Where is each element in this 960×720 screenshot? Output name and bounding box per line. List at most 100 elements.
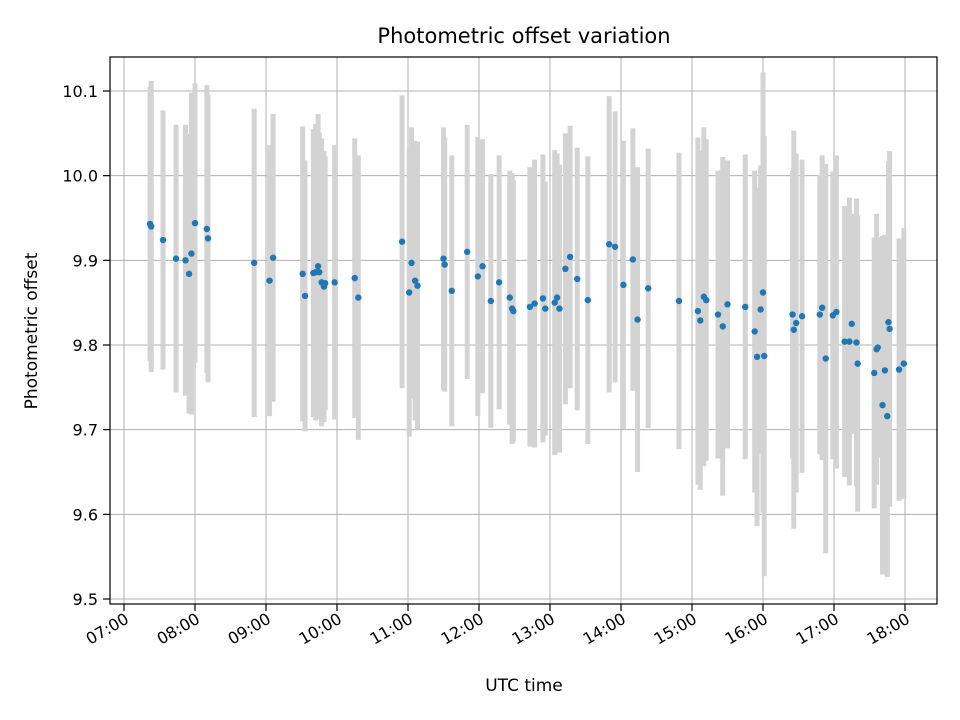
data-point	[886, 325, 893, 333]
data-point	[759, 289, 767, 296]
data-point	[816, 311, 823, 318]
data-point	[853, 339, 860, 346]
data-point	[487, 297, 495, 305]
data-point	[895, 366, 903, 373]
data-point	[885, 318, 892, 326]
y-tick-label: 10.0	[62, 167, 98, 186]
x-tick-label: 13:00	[509, 609, 558, 649]
data-point	[757, 306, 764, 313]
data-point	[441, 261, 448, 268]
y-tick-label: 9.7	[73, 421, 98, 440]
data-point	[314, 263, 322, 270]
x-tick-label: 11:00	[367, 609, 416, 649]
x-axis-label: UTC time	[485, 676, 563, 696]
data-point	[790, 326, 797, 333]
data-point	[398, 238, 406, 245]
x-tick-label: 08:00	[154, 609, 203, 649]
data-point	[321, 279, 329, 287]
y-tick-label: 9.9	[73, 251, 98, 270]
data-point	[411, 277, 419, 284]
data-point	[185, 270, 193, 278]
data-point	[355, 294, 362, 301]
data-point	[204, 235, 212, 242]
data-point	[531, 300, 538, 307]
data-point	[871, 369, 878, 377]
data-point	[605, 241, 613, 248]
data-point	[463, 248, 471, 256]
data-point	[506, 294, 513, 301]
data-point	[405, 289, 413, 296]
data-point	[719, 323, 726, 330]
data-point	[148, 223, 155, 230]
data-point	[408, 259, 415, 267]
data-point	[479, 263, 486, 270]
data-point	[495, 279, 503, 286]
data-point	[822, 355, 829, 362]
data-point	[159, 236, 167, 244]
data-points	[146, 219, 908, 420]
data-point	[841, 338, 848, 345]
plot-background	[110, 57, 937, 604]
x-tick-label: 16:00	[722, 609, 771, 649]
data-point	[172, 255, 180, 262]
data-point	[351, 274, 358, 282]
data-point	[874, 344, 881, 351]
data-point	[694, 307, 702, 315]
data-point	[526, 303, 534, 311]
data-point	[645, 285, 652, 292]
data-point	[542, 305, 549, 312]
plot-frame	[109, 56, 938, 605]
x-tick-label: 12:00	[438, 609, 487, 649]
data-point	[742, 303, 749, 311]
data-point	[798, 313, 806, 320]
data-point	[316, 268, 323, 276]
x-tick-label: 10:00	[296, 609, 345, 649]
data-point	[833, 308, 840, 316]
data-point	[792, 319, 800, 327]
x-axis-ticks: 07:00 08:00 09:00 10:00 11:00 12:00 13:00 14:00…	[83, 604, 913, 649]
data-point	[900, 360, 908, 367]
data-point	[611, 243, 619, 250]
data-point	[760, 352, 768, 360]
x-tick-label: 09:00	[225, 609, 274, 649]
data-point	[448, 287, 455, 295]
data-point	[634, 316, 641, 323]
x-tick-label: 18:00	[864, 609, 913, 649]
chart-title: Photometric offset variation	[377, 24, 670, 48]
data-point	[884, 412, 891, 420]
data-point	[474, 273, 482, 280]
data-point	[620, 281, 627, 289]
data-point	[753, 353, 761, 361]
data-point	[556, 305, 563, 312]
data-point	[331, 279, 338, 286]
data-point	[566, 253, 574, 261]
y-tick-label: 9.8	[73, 336, 98, 355]
y-tick-label: 9.6	[73, 505, 98, 524]
data-point	[553, 294, 561, 301]
data-point	[440, 255, 447, 262]
y-axis-ticks: 9.5 9.6 9.7 9.8 9.9 10.0 10.1	[62, 82, 110, 609]
data-point	[818, 304, 826, 311]
data-point	[751, 328, 758, 335]
data-point	[250, 259, 258, 267]
data-point	[848, 320, 855, 328]
data-point	[301, 292, 309, 300]
data-point	[675, 297, 683, 305]
data-point	[188, 250, 195, 257]
data-point	[881, 367, 889, 374]
x-tick-label: 15:00	[651, 609, 700, 649]
data-point	[562, 265, 569, 272]
y-axis-label: Photometric offset	[22, 252, 42, 409]
data-point	[629, 256, 637, 263]
data-point	[724, 301, 731, 308]
data-point	[510, 307, 517, 315]
data-point	[584, 296, 592, 304]
y-tick-label: 10.1	[62, 82, 98, 101]
data-point	[269, 254, 277, 261]
data-point	[182, 257, 189, 264]
data-point	[703, 296, 710, 304]
x-tick-label: 17:00	[793, 609, 842, 649]
data-point	[879, 401, 886, 409]
x-tick-label: 14:00	[580, 609, 629, 649]
